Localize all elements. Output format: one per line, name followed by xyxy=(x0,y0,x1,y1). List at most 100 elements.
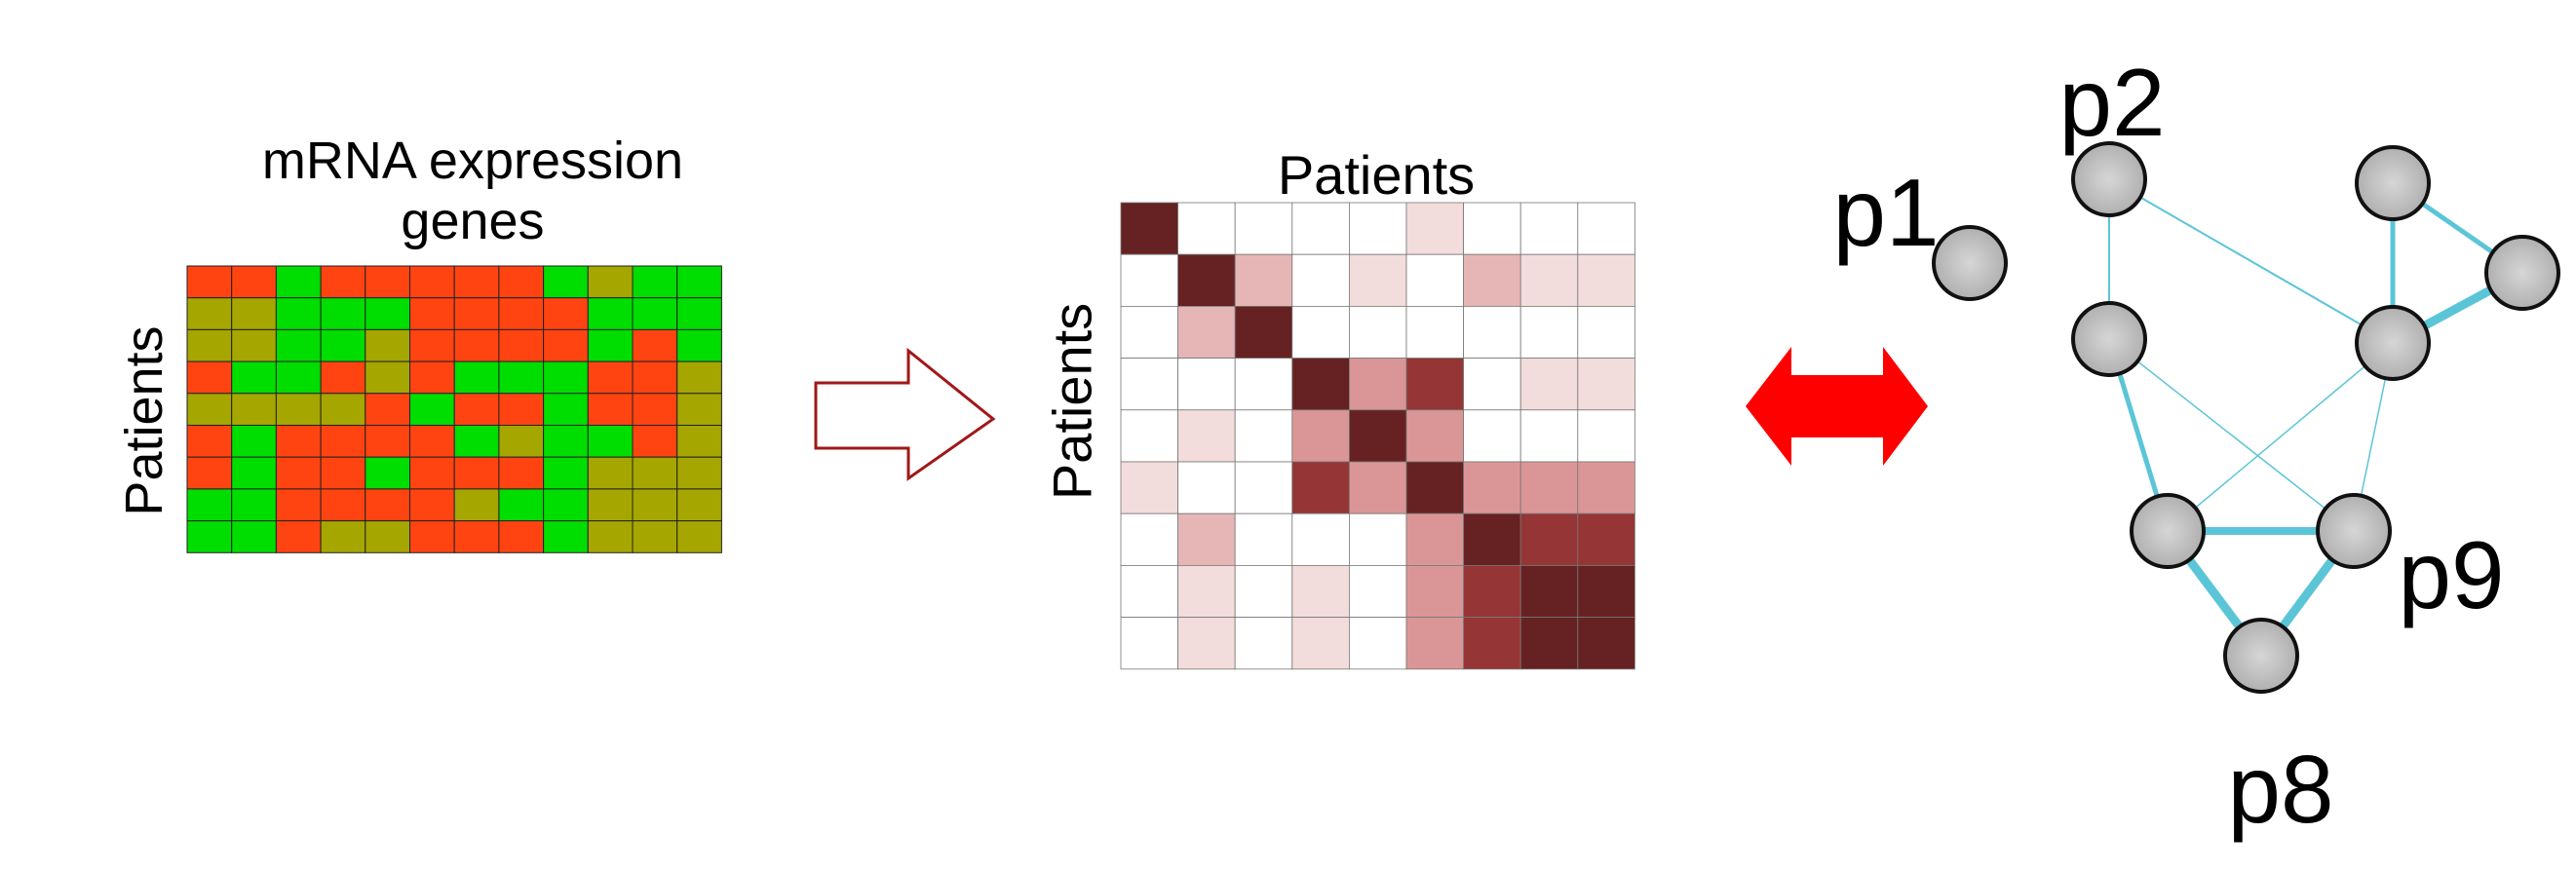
expression-cell xyxy=(186,456,233,490)
correlation-cell xyxy=(1234,202,1293,255)
double-arrow-icon xyxy=(1746,347,1928,466)
correlation-cell xyxy=(1349,202,1407,255)
correlation-cell xyxy=(1405,617,1464,670)
correlation-cell xyxy=(1120,358,1178,411)
correlation-cell xyxy=(1120,305,1178,359)
expression-cell xyxy=(320,393,366,426)
correlation-cell xyxy=(1177,461,1236,514)
expression-cell xyxy=(186,393,233,426)
network-edge xyxy=(2108,178,2394,344)
correlation-cell xyxy=(1463,617,1521,670)
expression-cell xyxy=(676,328,722,362)
correlation-cell xyxy=(1405,461,1464,514)
expression-cell xyxy=(632,488,678,522)
correlation-cell xyxy=(1349,305,1407,359)
expression-cell xyxy=(320,456,366,490)
correlation-cell xyxy=(1463,461,1521,514)
expression-cell xyxy=(231,520,277,553)
network-node-n6 xyxy=(2355,305,2431,381)
correlation-cell xyxy=(1463,565,1521,619)
node-label-p1: p1 xyxy=(1832,159,1940,266)
expression-cell xyxy=(453,393,500,426)
expression-cell xyxy=(543,456,589,490)
expression-matrix-title: mRNA expression genes xyxy=(175,131,770,251)
expression-cell xyxy=(275,393,322,426)
expression-cell xyxy=(186,488,233,522)
network-edge xyxy=(2167,342,2394,532)
expression-cell xyxy=(676,265,722,299)
expression-cell xyxy=(543,328,589,362)
correlation-cell xyxy=(1577,409,1635,463)
expression-cell xyxy=(409,425,455,458)
node-label-p9: p9 xyxy=(2398,521,2505,628)
network-node-p9 xyxy=(2316,493,2392,569)
correlation-cell xyxy=(1177,253,1236,307)
expression-cell xyxy=(231,360,277,395)
correlation-cell xyxy=(1291,305,1350,359)
correlation-cell xyxy=(1177,512,1236,566)
expression-cell xyxy=(186,328,233,362)
correlation-cell xyxy=(1177,409,1236,463)
correlation-cell xyxy=(1519,253,1579,307)
expression-cell xyxy=(453,265,500,299)
expression-cell xyxy=(676,425,722,458)
correlation-cell xyxy=(1291,617,1350,670)
expression-cell xyxy=(543,360,589,395)
node-label-p8: p8 xyxy=(2227,736,2334,843)
network-node-p8 xyxy=(2223,618,2299,694)
correlation-cell xyxy=(1177,617,1236,670)
expression-cell xyxy=(231,297,277,330)
expression-cell xyxy=(320,328,366,362)
expression-cell xyxy=(365,520,410,553)
expression-cell xyxy=(365,488,410,522)
expression-cell xyxy=(186,520,233,553)
correlation-cell xyxy=(1519,617,1579,670)
expression-cell xyxy=(231,425,277,458)
correlation-cell xyxy=(1234,253,1293,307)
expression-cell xyxy=(498,425,545,458)
expression-cell xyxy=(365,393,410,426)
correlation-cell xyxy=(1177,202,1236,255)
correlation-cell xyxy=(1234,358,1293,411)
expression-cell xyxy=(320,488,366,522)
expression-cell xyxy=(453,297,500,330)
network-node-p1 xyxy=(1932,225,2008,301)
correlation-cell xyxy=(1349,409,1407,463)
expression-cell xyxy=(632,328,678,362)
expression-title-line1: mRNA expression xyxy=(261,132,684,190)
correlation-cell xyxy=(1234,512,1293,566)
expression-cell xyxy=(498,360,545,395)
correlation-cell xyxy=(1577,305,1635,359)
correlation-cell xyxy=(1577,253,1635,307)
expression-cell xyxy=(409,456,455,490)
correlation-cell xyxy=(1577,617,1635,670)
correlation-cell xyxy=(1120,565,1178,619)
expression-cell xyxy=(498,456,545,490)
expression-cell xyxy=(453,425,500,458)
network-node-n7 xyxy=(2130,493,2206,569)
expression-cell xyxy=(275,265,322,299)
expression-cell xyxy=(587,360,634,395)
expression-cell xyxy=(231,456,277,490)
correlation-cell xyxy=(1349,617,1407,670)
correlation-cell xyxy=(1463,253,1521,307)
expression-cell xyxy=(632,297,678,330)
correlation-cell xyxy=(1291,409,1350,463)
correlation-cell xyxy=(1120,202,1178,255)
correlation-cell xyxy=(1291,512,1350,566)
correlation-cell xyxy=(1519,358,1579,411)
expression-cell xyxy=(409,520,455,553)
expression-cell xyxy=(632,265,678,299)
correlation-matrix-title: Patients xyxy=(1277,144,1476,206)
expression-cell xyxy=(498,328,545,362)
expression-cell xyxy=(231,265,277,299)
correlation-cell xyxy=(1291,565,1350,619)
expression-cell xyxy=(365,456,410,490)
expression-cell xyxy=(587,297,634,330)
correlation-cell xyxy=(1349,512,1407,566)
expression-heatmap xyxy=(186,265,722,553)
expression-cell xyxy=(543,393,589,426)
correlation-cell xyxy=(1291,461,1350,514)
expression-cell xyxy=(275,456,322,490)
expression-cell xyxy=(676,456,722,490)
